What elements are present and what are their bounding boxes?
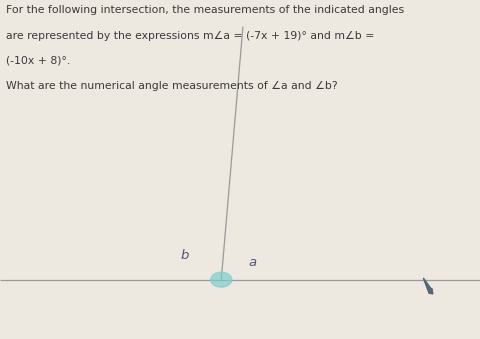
Text: For the following intersection, the measurements of the indicated angles: For the following intersection, the meas… (6, 5, 403, 15)
Text: What are the numerical angle measurements of ∠a and ∠b?: What are the numerical angle measurement… (6, 81, 336, 92)
Circle shape (210, 272, 231, 287)
Polygon shape (422, 278, 432, 294)
Text: a: a (248, 256, 256, 269)
Text: b: b (180, 250, 189, 262)
Text: (-10x + 8)°.: (-10x + 8)°. (6, 56, 70, 66)
Text: are represented by the expressions m∠a = (-7x + 19)° and m∠b =: are represented by the expressions m∠a =… (6, 31, 373, 41)
